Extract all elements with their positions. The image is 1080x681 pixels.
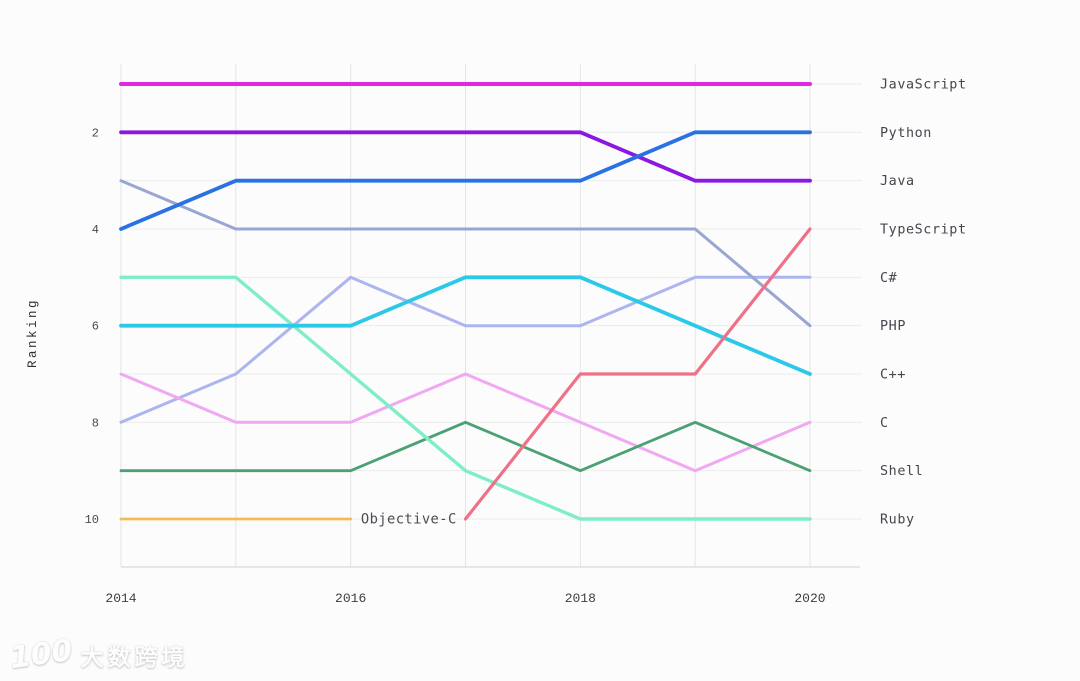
y-tick-8: 8 xyxy=(92,416,99,430)
y-axis-title: Ranking xyxy=(26,298,40,368)
legend-label-python: Python xyxy=(880,126,932,141)
line-php xyxy=(119,179,812,328)
x-tick-2020: 2020 xyxy=(794,591,825,606)
legend-label-shell: Shell xyxy=(880,464,923,479)
line-c xyxy=(119,372,812,473)
watermark-text: 大数跨境 xyxy=(80,645,189,671)
y-tick-4: 4 xyxy=(92,223,99,237)
watermark-logo: 100 xyxy=(7,632,75,677)
legend-label-javascript: JavaScript xyxy=(880,78,967,93)
line-c xyxy=(119,275,812,376)
y-tick-10: 10 xyxy=(85,513,99,527)
y-tick-6: 6 xyxy=(92,320,99,334)
x-tick-2016: 2016 xyxy=(335,591,366,606)
x-tick-2014: 2014 xyxy=(105,591,136,606)
legend-label-c: C xyxy=(880,416,889,431)
line-python xyxy=(119,130,812,231)
legend-label-java: Java xyxy=(880,174,915,189)
legend-label-typescript: TypeScript xyxy=(880,222,967,237)
watermark: 100 大数跨境 xyxy=(7,632,189,677)
x-tick-2018: 2018 xyxy=(565,591,596,606)
line-ruby xyxy=(119,275,812,521)
y-tick-2: 2 xyxy=(92,126,99,140)
legend-label-c: C++ xyxy=(880,367,906,382)
inline-label-objective-c: Objective-C xyxy=(361,511,457,527)
legend-label-ruby: Ruby xyxy=(880,512,915,527)
line-shell xyxy=(119,420,812,473)
legend-label-c: C# xyxy=(880,271,898,286)
line-c xyxy=(119,275,812,424)
line-java xyxy=(119,130,812,183)
legend-label-php: PHP xyxy=(880,319,906,334)
line-typescript xyxy=(463,227,812,521)
